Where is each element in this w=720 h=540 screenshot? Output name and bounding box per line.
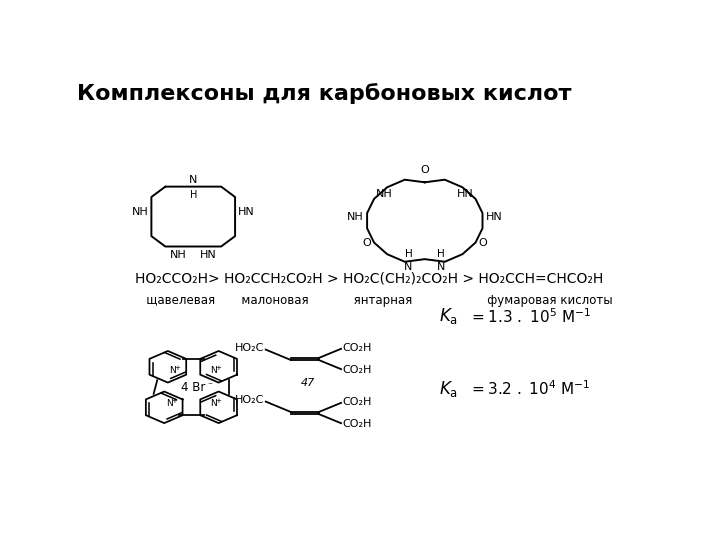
Text: HO₂C: HO₂C [235,395,264,406]
Text: щавелевая       малоновая            янтарная                    фумаровая кисло: щавелевая малоновая янтарная фумаровая к… [135,294,612,307]
Text: N: N [166,399,173,408]
Text: CO₂H: CO₂H [343,342,372,353]
Text: 4 Br: 4 Br [181,381,205,394]
Text: 47: 47 [300,378,315,388]
Text: N: N [189,174,197,185]
Text: O: O [479,239,487,248]
Text: N: N [404,262,413,272]
Text: NH: NH [170,250,187,260]
Text: HN: HN [486,212,503,222]
Text: +: + [171,398,177,404]
Text: CO₂H: CO₂H [343,396,372,407]
Text: NH: NH [376,188,392,199]
Text: CO₂H: CO₂H [343,366,372,375]
Text: N: N [210,399,217,408]
Text: CO₂H: CO₂H [343,420,372,429]
Text: $= 1.3\ .\ 10^{5}\ \mathrm{M}^{-1}$: $= 1.3\ .\ 10^{5}\ \mathrm{M}^{-1}$ [469,307,592,326]
Text: ⁻: ⁻ [207,381,212,391]
Text: $\mathit{K}_\mathrm{a}$: $\mathit{K}_\mathrm{a}$ [438,379,458,399]
Text: O: O [420,165,429,174]
Text: HN: HN [457,188,474,199]
Text: HO₂CCO₂H> HO₂CCH₂CO₂H > HO₂C(CH₂)₂CO₂H > HO₂CCH=CHCO₂H: HO₂CCO₂H> HO₂CCH₂CO₂H > HO₂C(CH₂)₂CO₂H >… [135,272,603,286]
Text: +: + [174,366,180,372]
Text: HN: HN [238,207,255,218]
Text: HO₂C: HO₂C [235,343,264,353]
Text: Комплексоны для карбоновых кислот: Комплексоны для карбоновых кислот [77,84,572,104]
Text: H: H [189,190,197,200]
Text: NH: NH [346,212,364,222]
Text: +: + [215,366,221,372]
Text: +: + [215,398,221,404]
Text: N: N [437,262,446,272]
Text: H: H [405,249,413,259]
Text: HN: HN [199,250,216,260]
Text: N: N [169,366,176,375]
Text: N: N [210,366,217,375]
Text: H: H [437,249,445,259]
Text: $\mathit{K}_\mathrm{a}$: $\mathit{K}_\mathrm{a}$ [438,306,458,326]
Text: $= 3.2\ .\ 10^{4}\ \mathrm{M}^{-1}$: $= 3.2\ .\ 10^{4}\ \mathrm{M}^{-1}$ [469,380,591,399]
Text: O: O [362,239,371,248]
Text: NH: NH [132,207,148,218]
